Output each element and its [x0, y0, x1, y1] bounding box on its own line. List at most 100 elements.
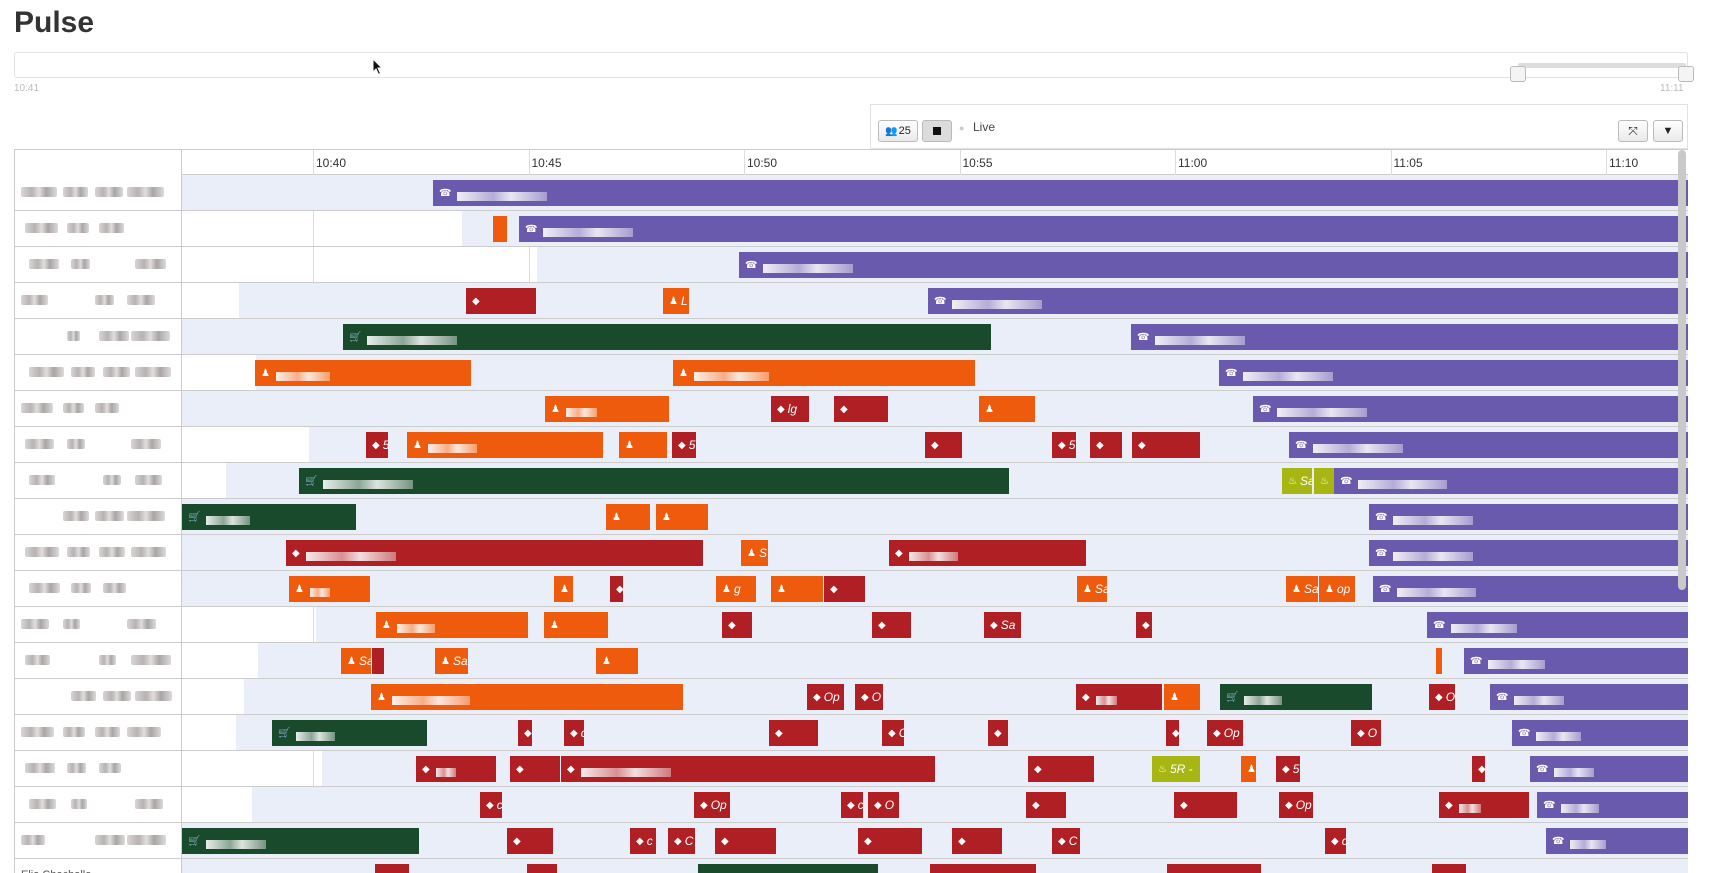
alert-event[interactable]: ◆: [416, 756, 496, 782]
cart-session[interactable]: 🛒: [299, 468, 1009, 494]
chat-session[interactable]: ♟ S: [741, 540, 768, 566]
cart-session[interactable]: 🛒: [1220, 684, 1372, 710]
chat-session[interactable]: ♟: [545, 396, 669, 422]
alert-event[interactable]: ◆c: [564, 720, 584, 746]
call-session[interactable]: ☎: [1373, 576, 1688, 602]
alert-event[interactable]: ◆ O: [1351, 720, 1381, 746]
chat-session[interactable]: ♟: [596, 648, 638, 674]
cart-session[interactable]: [698, 864, 878, 873]
chat-session[interactable]: ♟: [771, 576, 823, 602]
chat-session[interactable]: ♟: [1164, 684, 1200, 710]
alert-event[interactable]: ◆: [518, 720, 532, 746]
cart-session[interactable]: 🛒: [343, 324, 991, 350]
alert-event[interactable]: ◆c: [630, 828, 656, 854]
fit-to-screen-button[interactable]: ⤧: [1618, 120, 1648, 142]
alert-event[interactable]: ◆: [889, 540, 1086, 566]
alert-event[interactable]: ◆c: [841, 792, 863, 818]
agent-label[interactable]: [15, 463, 182, 499]
alert-event[interactable]: ◆ Op: [694, 792, 730, 818]
call-session[interactable]: ☎: [1369, 504, 1688, 530]
chat-session[interactable]: ♟: [619, 432, 667, 458]
chat-session[interactable]: ♟: [371, 684, 683, 710]
alert-event[interactable]: ◆: [1472, 756, 1485, 782]
alert-event[interactable]: ◆5: [366, 432, 388, 458]
agent-label[interactable]: [15, 391, 182, 427]
alert-event[interactable]: ◆ O: [855, 684, 883, 710]
alert-event[interactable]: ◆: [610, 576, 623, 602]
alert-event[interactable]: ◆: [824, 576, 865, 602]
alert-event[interactable]: ◆: [466, 288, 536, 314]
alert-event[interactable]: ◆: [1174, 792, 1237, 818]
agent-label[interactable]: [15, 823, 182, 859]
agent-label[interactable]: Elia Chachallo: [15, 859, 182, 873]
agent-label[interactable]: [15, 679, 182, 715]
agent-label[interactable]: [15, 787, 182, 823]
cart-session[interactable]: 🛒: [182, 828, 419, 854]
alert-event[interactable]: [930, 864, 1036, 873]
agent-label[interactable]: [15, 319, 182, 355]
alert-event[interactable]: ◆: [510, 756, 560, 782]
alert-event[interactable]: ◆ Op: [1207, 720, 1243, 746]
alert-event[interactable]: [1432, 864, 1466, 873]
call-session[interactable]: ☎: [519, 216, 1688, 242]
call-session[interactable]: ☎: [1427, 612, 1688, 638]
alert-event[interactable]: ◆: [715, 828, 776, 854]
call-session[interactable]: ☎: [739, 252, 1688, 278]
chat-session[interactable]: ♟: [289, 576, 370, 602]
chat-session[interactable]: ♟: [376, 612, 528, 638]
call-session[interactable]: ☎: [1512, 720, 1688, 746]
alert-event[interactable]: [1167, 864, 1261, 873]
call-session[interactable]: ☎: [1490, 684, 1688, 710]
call-session[interactable]: ☎: [1464, 648, 1688, 674]
escalation-event[interactable]: ♨ 5R -: [1152, 756, 1200, 782]
call-session[interactable]: ☎: [1334, 468, 1688, 494]
agent-label[interactable]: [15, 355, 182, 391]
alert-event[interactable]: ◆ Op: [1279, 792, 1313, 818]
call-session[interactable]: ☎: [1546, 828, 1688, 854]
alert-event[interactable]: ◆: [1439, 792, 1529, 818]
call-session[interactable]: ☎: [1131, 324, 1688, 350]
chat-session[interactable]: ♟: [554, 576, 573, 602]
call-session[interactable]: ☎: [928, 288, 1688, 314]
call-session[interactable]: ☎: [1253, 396, 1688, 422]
call-session[interactable]: ☎: [1369, 540, 1688, 566]
stop-button[interactable]: [922, 120, 952, 142]
agent-label[interactable]: [15, 175, 182, 211]
chat-session[interactable]: ♟Sa: [1077, 576, 1107, 602]
alert-event[interactable]: ◆: [507, 828, 553, 854]
escalation-event[interactable]: ♨Sa: [1282, 468, 1312, 494]
range-start-handle[interactable]: [1510, 66, 1526, 82]
call-session[interactable]: ☎: [1289, 432, 1688, 458]
alert-event[interactable]: ◆: [872, 612, 911, 638]
alert-event[interactable]: ◆: [1090, 432, 1122, 458]
alert-event[interactable]: ◆: [1166, 720, 1179, 746]
alert-event[interactable]: ◆: [1132, 432, 1200, 458]
agents-filter-button[interactable]: 👥 25: [878, 120, 918, 142]
alert-event[interactable]: ◆: [925, 432, 962, 458]
chat-session[interactable]: ♟: [1241, 756, 1256, 782]
call-session[interactable]: ☎: [1537, 792, 1688, 818]
vertical-scrollbar[interactable]: [1678, 150, 1686, 590]
alert-event[interactable]: [372, 648, 384, 674]
alert-event[interactable]: ◆: [769, 720, 818, 746]
range-end-handle[interactable]: [1678, 66, 1694, 82]
alert-event[interactable]: ◆5: [1276, 756, 1300, 782]
agent-label[interactable]: [15, 715, 182, 751]
chat-session[interactable]: ♟: [673, 360, 975, 386]
filter-button[interactable]: ▼: [1653, 120, 1683, 142]
alert-event[interactable]: ◆: [1076, 684, 1162, 710]
alert-event[interactable]: [375, 864, 409, 873]
agent-label[interactable]: [15, 643, 182, 679]
agent-label[interactable]: [15, 427, 182, 463]
alert-event[interactable]: ◆C: [1052, 828, 1080, 854]
call-session[interactable]: ☎: [1530, 756, 1688, 782]
alert-event[interactable]: [527, 864, 557, 873]
agent-label[interactable]: [15, 283, 182, 319]
agent-label[interactable]: [15, 751, 182, 787]
agent-label[interactable]: [15, 247, 182, 283]
chat-session[interactable]: ♟: [544, 612, 608, 638]
chat-session[interactable]: ♟Sa: [341, 648, 371, 674]
time-range-slider[interactable]: [14, 52, 1694, 82]
agent-label[interactable]: [15, 211, 182, 247]
agent-label[interactable]: [15, 535, 182, 571]
